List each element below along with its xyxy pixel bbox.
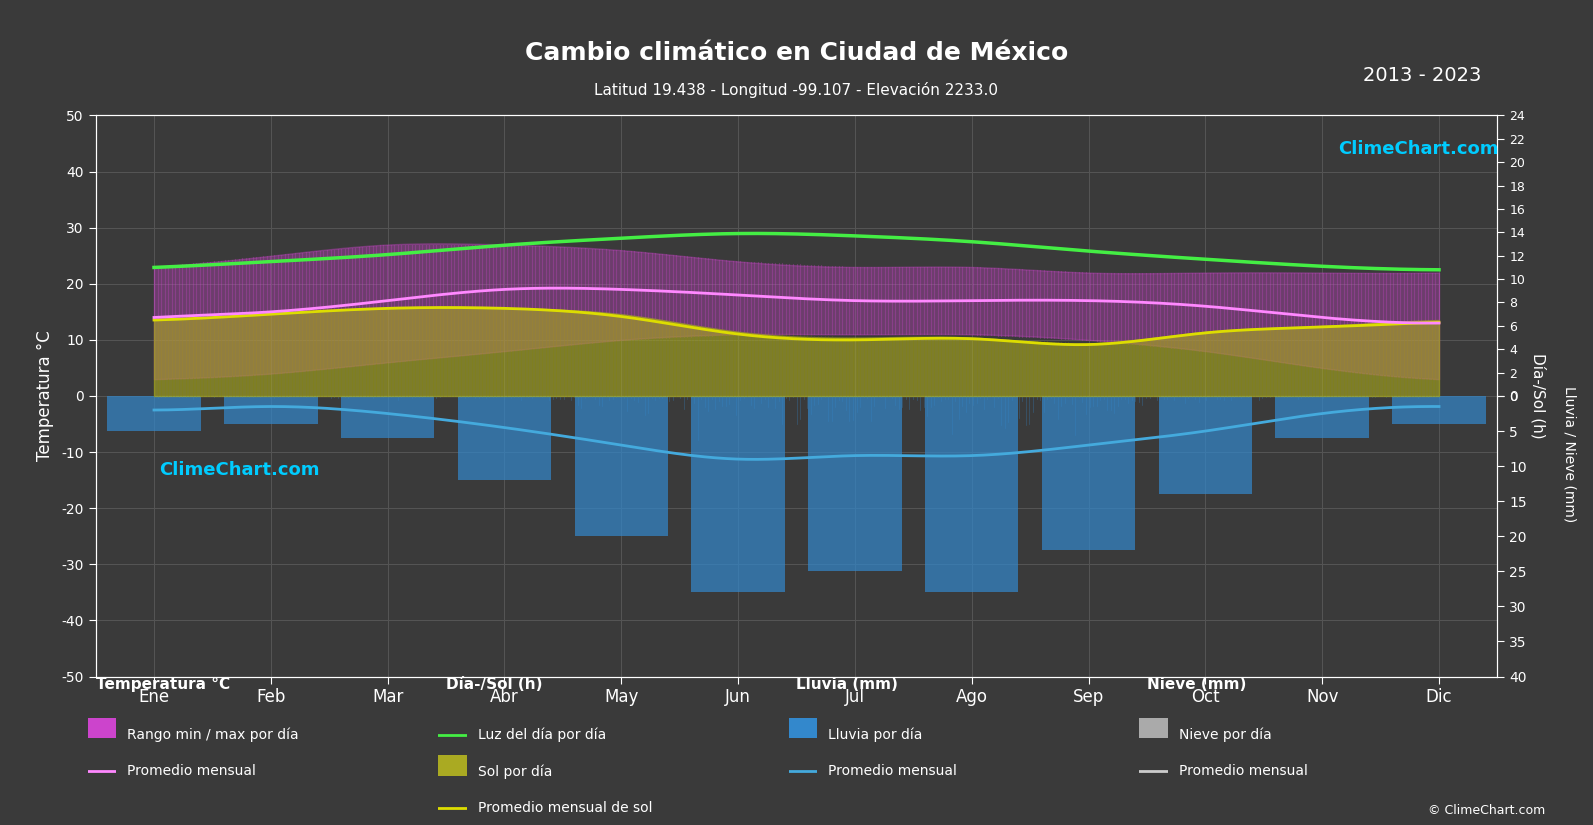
Text: Lluvia (mm): Lluvia (mm) <box>796 676 898 692</box>
Text: Temperatura °C: Temperatura °C <box>96 676 229 692</box>
Y-axis label: Día-/Sol (h): Día-/Sol (h) <box>1531 353 1545 439</box>
Bar <box>1392 396 1486 424</box>
Text: Lluvia por día: Lluvia por día <box>828 727 922 742</box>
Bar <box>457 396 551 480</box>
Text: Luz del día por día: Luz del día por día <box>478 727 607 742</box>
Bar <box>691 396 785 592</box>
Text: Sol por día: Sol por día <box>478 764 553 779</box>
Bar <box>926 396 1018 592</box>
Bar <box>225 396 317 424</box>
Bar <box>575 396 667 536</box>
Text: © ClimeChart.com: © ClimeChart.com <box>1427 804 1545 817</box>
Text: Día-/Sol (h): Día-/Sol (h) <box>446 676 543 692</box>
Text: Promedio mensual: Promedio mensual <box>828 765 957 778</box>
Text: Promedio mensual: Promedio mensual <box>127 765 256 778</box>
Text: Promedio mensual: Promedio mensual <box>1179 765 1308 778</box>
Text: Lluvia / Nieve (mm): Lluvia / Nieve (mm) <box>1563 385 1575 522</box>
Bar <box>1158 396 1252 494</box>
Text: Promedio mensual de sol: Promedio mensual de sol <box>478 802 653 815</box>
Text: Nieve (mm): Nieve (mm) <box>1147 676 1246 692</box>
Text: Cambio climático en Ciudad de México: Cambio climático en Ciudad de México <box>524 41 1069 65</box>
Text: Nieve por día: Nieve por día <box>1179 727 1271 742</box>
Y-axis label: Temperatura °C: Temperatura °C <box>37 331 54 461</box>
Text: 2013 - 2023: 2013 - 2023 <box>1364 66 1481 85</box>
Text: Rango min / max por día: Rango min / max por día <box>127 727 299 742</box>
Bar <box>1276 396 1368 438</box>
Text: ClimeChart.com: ClimeChart.com <box>159 461 320 479</box>
Text: ClimeChart.com: ClimeChart.com <box>1338 139 1499 158</box>
Text: Latitud 19.438 - Longitud -99.107 - Elevación 2233.0: Latitud 19.438 - Longitud -99.107 - Elev… <box>594 82 999 98</box>
Bar <box>341 396 435 438</box>
Bar <box>808 396 902 571</box>
Bar <box>1042 396 1136 550</box>
Bar <box>107 396 201 431</box>
